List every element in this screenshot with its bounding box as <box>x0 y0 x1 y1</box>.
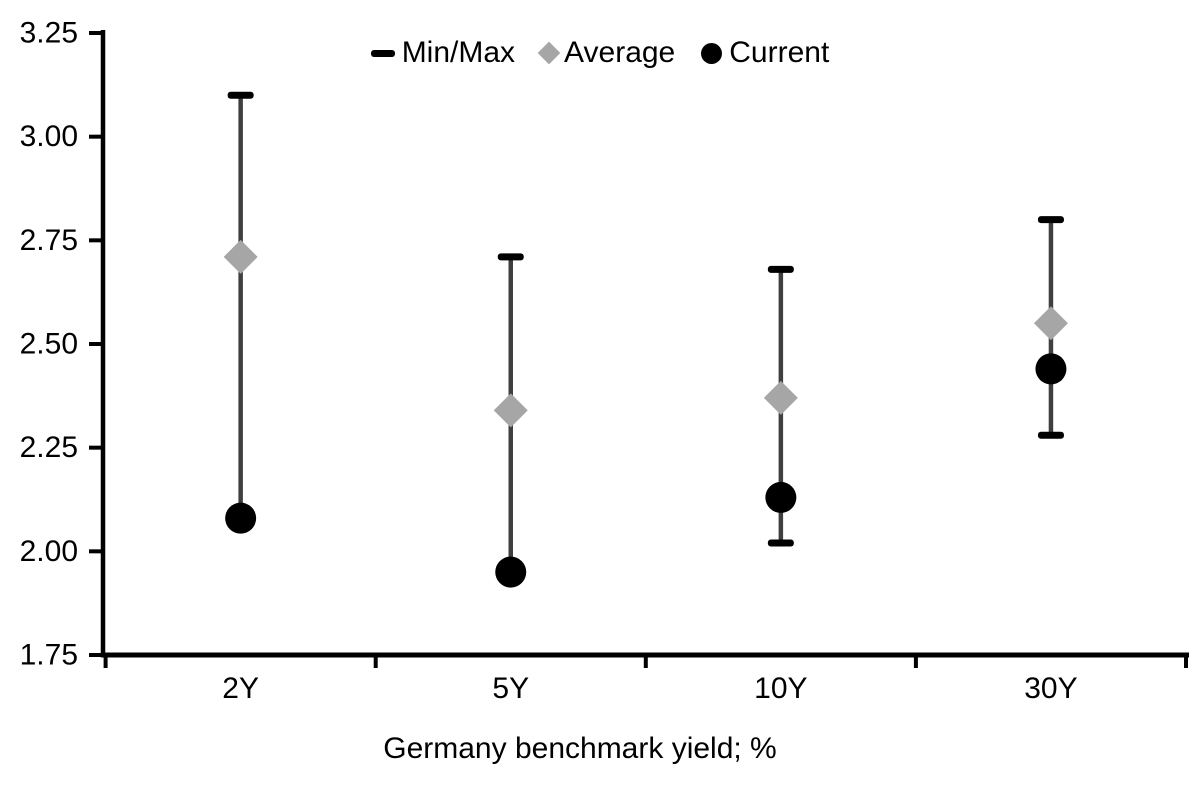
y-tick-label-3.00: 3.00 <box>20 120 78 153</box>
average-marker-30Y <box>1033 306 1068 341</box>
legend-item-minmax: Min/Max <box>370 36 516 69</box>
max-cap-2Y <box>227 91 254 99</box>
x-tick-label-10Y: 10Y <box>754 672 807 705</box>
current-marker-5Y <box>495 556 527 588</box>
legend-label-current: Current <box>729 36 830 69</box>
legend-label-average: Average <box>564 36 676 69</box>
current-circle-icon <box>701 42 723 64</box>
current-marker-30Y <box>1035 353 1067 385</box>
y-tick-label-2.00: 2.00 <box>20 535 78 568</box>
legend-item-current: Current <box>701 38 829 68</box>
x-tick-label-30Y: 30Y <box>1024 672 1077 705</box>
x-tick-label-2Y: 2Y <box>222 672 259 705</box>
minmax-dash-icon <box>370 49 395 57</box>
max-cap-30Y <box>1037 216 1064 224</box>
min-cap-30Y <box>1037 431 1064 439</box>
x-axis-title: Germany benchmark yield; % <box>383 732 777 765</box>
y-tick-label-2.50: 2.50 <box>20 328 78 361</box>
y-tick-label-2.25: 2.25 <box>20 431 78 464</box>
average-marker-5Y <box>493 393 528 428</box>
legend-label-minmax: Min/Max <box>401 36 516 69</box>
y-tick-label-1.75: 1.75 <box>20 639 78 672</box>
current-marker-2Y <box>225 502 257 534</box>
legend: Min/Max Average Current <box>0 34 1200 72</box>
average-marker-10Y <box>763 380 798 415</box>
y-tick-label-2.75: 2.75 <box>20 224 78 257</box>
max-cap-10Y <box>767 265 794 273</box>
max-cap-5Y <box>497 253 524 261</box>
x-tick-label-5Y: 5Y <box>492 672 529 705</box>
legend-item-average: Average <box>537 36 676 69</box>
average-marker-2Y <box>223 239 258 274</box>
current-marker-10Y <box>765 481 797 513</box>
y-tick-label-3.25: 3.25 <box>20 17 78 50</box>
min-cap-10Y <box>767 539 794 547</box>
